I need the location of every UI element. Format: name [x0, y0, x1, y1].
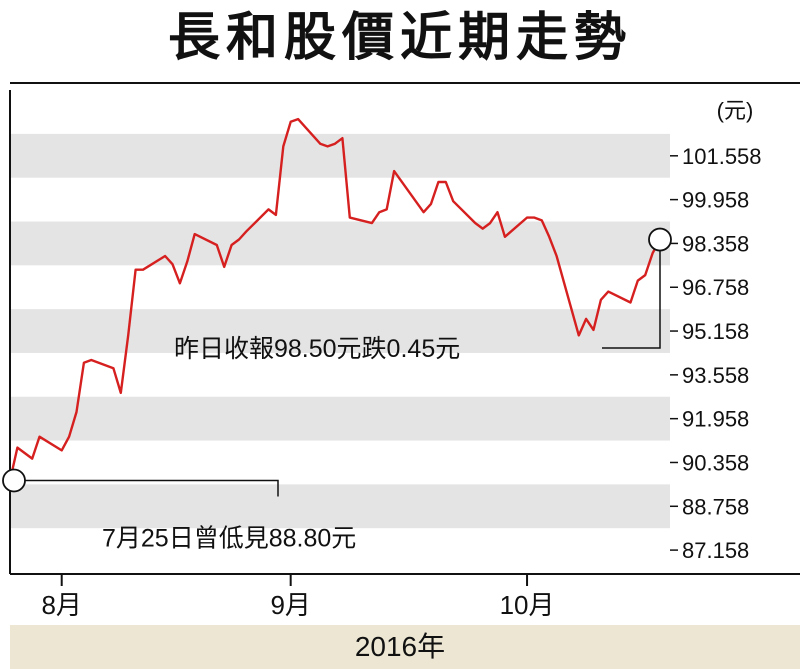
footer-band	[10, 625, 800, 669]
annotation-low-marker	[2, 468, 26, 493]
y-tick-label: 87.158	[682, 538, 749, 563]
annotation-leader-low	[10, 479, 279, 497]
price-line	[8, 117, 662, 481]
title-rule	[10, 82, 800, 84]
y-tick-label: 90.358	[682, 450, 749, 475]
annotation-leader-close	[602, 239, 661, 349]
x-tick-label: 9月	[270, 590, 310, 620]
y-axis-unit: (元)	[717, 98, 754, 123]
annotation-close-marker	[648, 227, 672, 252]
y-tick-label: 99.958	[682, 188, 749, 213]
y-tick-label: 91.958	[682, 407, 749, 432]
grid-band	[10, 484, 670, 529]
grid-band	[10, 221, 670, 266]
y-tick-label: 93.558	[682, 363, 749, 388]
grid-band	[10, 309, 670, 353]
y-tick-label: 98.358	[682, 231, 749, 256]
x-tick-label: 8月	[41, 590, 81, 620]
y-tick-label: 96.758	[682, 275, 749, 300]
y-tick-label: 95.158	[682, 319, 749, 344]
y-tick-label: 101.558	[682, 144, 762, 169]
annotation-close-text: 昨日收報98.50元跌0.45元	[174, 335, 460, 363]
annotation-low-text: 7月25日曾低見88.80元	[102, 524, 356, 552]
y-tick-label: 88.758	[682, 494, 749, 519]
x-tick-label: 10月	[500, 590, 555, 620]
grid-band	[10, 396, 670, 441]
x-axis-year-label: 2016年	[354, 631, 446, 662]
chart-title: 長和股價近期走勢	[167, 7, 632, 68]
